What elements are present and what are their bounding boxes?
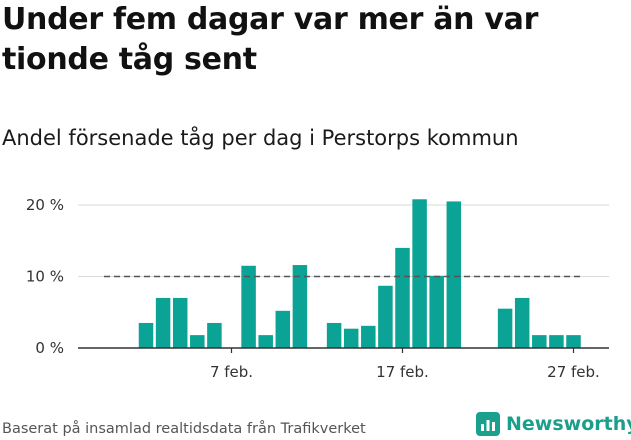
bar bbox=[514, 297, 530, 348]
bar bbox=[566, 335, 581, 348]
source-note: Baserat på insamlad realtidsdata från Tr… bbox=[2, 421, 366, 437]
bar bbox=[275, 310, 291, 348]
y-tick-label: 10 % bbox=[26, 268, 64, 286]
x-tick-label: 27 feb. bbox=[547, 363, 600, 381]
chart-subtitle: Andel försenade tåg per dag i Perstorps … bbox=[2, 126, 519, 150]
bar bbox=[361, 325, 376, 348]
bar bbox=[343, 328, 359, 348]
bar bbox=[497, 308, 513, 348]
bar bbox=[395, 247, 410, 348]
y-tick-label: 0 % bbox=[35, 339, 64, 357]
bar bbox=[429, 275, 444, 348]
bar bbox=[155, 297, 171, 348]
bar bbox=[190, 335, 205, 348]
bar-chart: 0 % 10 % 20 % 7 feb. 17 feb. 27 feb. bbox=[26, 196, 609, 381]
bar bbox=[378, 285, 393, 348]
bar-chart-icon bbox=[476, 412, 500, 436]
brand-logo: Newsworthy bbox=[476, 410, 631, 438]
bar bbox=[532, 335, 547, 348]
bar bbox=[292, 265, 308, 348]
x-tick-label: 17 feb. bbox=[376, 363, 429, 381]
chart-title: Under fem dagar var mer än var tionde tå… bbox=[2, 2, 539, 77]
y-axis-ticks: 0 % 10 % 20 % bbox=[26, 196, 64, 357]
bar bbox=[138, 322, 154, 348]
bar bbox=[412, 199, 427, 348]
bar bbox=[549, 335, 564, 348]
bar bbox=[207, 322, 222, 348]
bar bbox=[241, 265, 256, 348]
bars bbox=[138, 199, 581, 348]
bar bbox=[326, 322, 342, 348]
gridlines bbox=[78, 204, 609, 277]
y-tick-label: 20 % bbox=[26, 196, 64, 214]
bar bbox=[172, 297, 188, 348]
bar bbox=[446, 201, 462, 348]
brand-name: Newsworthy bbox=[506, 413, 631, 435]
bar bbox=[258, 335, 273, 348]
x-axis: 7 feb. 17 feb. 27 feb. bbox=[78, 347, 609, 381]
x-tick-label: 7 feb. bbox=[210, 363, 253, 381]
